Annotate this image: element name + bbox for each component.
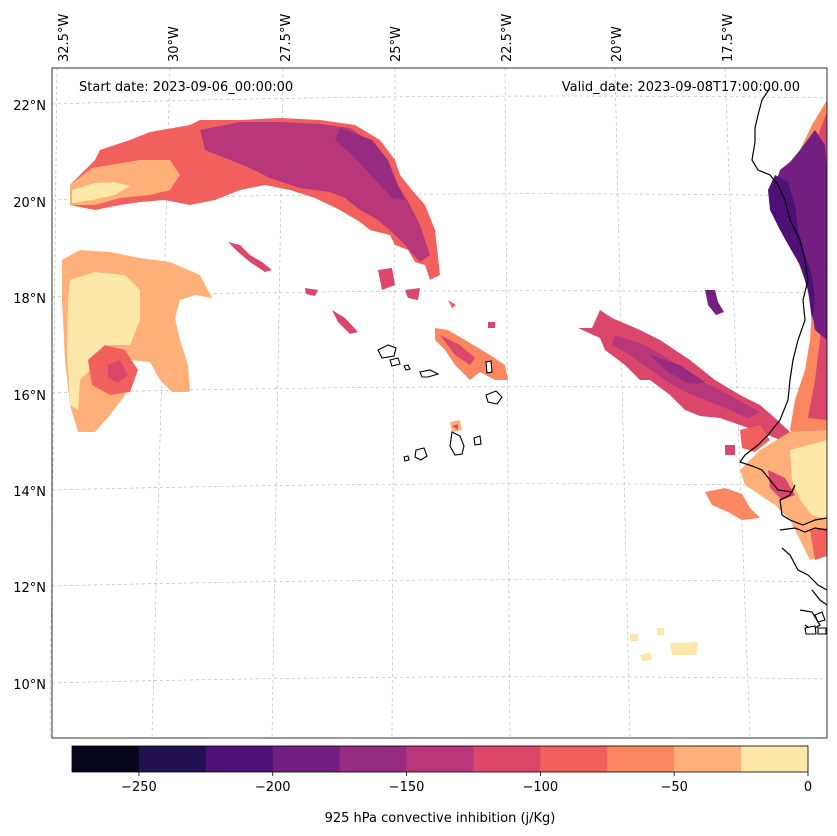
cin-region-west-core bbox=[108, 360, 128, 383]
island-boa-vista bbox=[485, 390, 503, 405]
cin-speck-south-b bbox=[657, 628, 664, 635]
colorbar-tick-label: −50 bbox=[660, 780, 687, 795]
cin-region-east-band-tail bbox=[740, 425, 770, 452]
cin-speck-a bbox=[228, 242, 272, 272]
colorbar-swatch bbox=[540, 746, 608, 772]
latitude-labels: 22°N 20°N 18°N 16°N 14°N 12°N 10°N bbox=[13, 99, 46, 693]
colorbar-frame bbox=[71, 745, 809, 773]
island-santo-antao bbox=[377, 344, 397, 359]
colorbar-swatch bbox=[72, 746, 140, 772]
island-sao-vicente bbox=[389, 357, 401, 367]
colorbar-swatch bbox=[607, 746, 675, 772]
cin-speck-f bbox=[448, 300, 456, 308]
lat-label-12n: 12°N bbox=[13, 581, 46, 596]
lat-label-20n: 20°N bbox=[13, 196, 46, 211]
island-sal bbox=[485, 360, 493, 374]
cin-speck-b bbox=[305, 288, 318, 296]
parallel-16n bbox=[51, 386, 828, 394]
lat-label-16n: 16°N bbox=[13, 389, 46, 404]
cin-speck-south-c bbox=[670, 642, 698, 655]
cin-speck-senegal2 bbox=[748, 428, 758, 436]
colorbar-tick-label: −150 bbox=[389, 780, 425, 795]
cin-speck-south-d bbox=[640, 652, 652, 661]
parallel-12n bbox=[51, 579, 828, 587]
cin-speck-c bbox=[332, 310, 358, 334]
meridian-22-5w bbox=[504, 67, 511, 739]
lat-label-18n: 18°N bbox=[13, 292, 46, 307]
coastlines bbox=[377, 87, 828, 635]
cin-field bbox=[62, 100, 827, 661]
colorbar-swatches bbox=[72, 746, 809, 772]
cin-region-coast-deep bbox=[768, 175, 815, 320]
colorbar-swatch bbox=[473, 746, 541, 772]
island-santiago bbox=[449, 431, 465, 456]
meridian-17-5w bbox=[724, 67, 751, 739]
start-date-label: Start date: 2023-09-06_00:00:00 bbox=[79, 80, 293, 95]
lon-label-22-5w: 22.5°W bbox=[500, 14, 515, 62]
island-santa-luzia bbox=[403, 364, 411, 371]
island-bissagos-2 bbox=[804, 625, 817, 635]
meridian-30w bbox=[151, 67, 171, 739]
colorbar-tick-label: −200 bbox=[255, 780, 291, 795]
cin-speck-cv2 bbox=[452, 424, 458, 430]
colorbar-tick-label: −250 bbox=[121, 780, 157, 795]
cin-speck-e bbox=[405, 288, 420, 300]
parallel-22n bbox=[51, 95, 828, 105]
map-frame bbox=[51, 67, 828, 739]
lon-label-32-5w: 32.5°W bbox=[57, 14, 72, 62]
colorbar-label: 925 hPa convective inhibition (j/Kg) bbox=[325, 811, 556, 826]
colorbar-ticks: −250 −200 −150 −100 −50 0 bbox=[121, 772, 812, 795]
lat-label-14n: 14°N bbox=[13, 485, 46, 500]
cin-region-north-edge bbox=[72, 182, 130, 203]
colorbar-swatch bbox=[205, 746, 274, 772]
lat-label-10n: 10°N bbox=[13, 678, 46, 693]
colorbar-swatch bbox=[741, 746, 809, 772]
parallel-14n bbox=[51, 483, 828, 491]
cin-region-senegal-red bbox=[768, 470, 795, 500]
lat-label-22n: 22°N bbox=[13, 99, 46, 114]
lon-label-30w: 30°W bbox=[167, 26, 182, 62]
island-brava bbox=[403, 455, 410, 462]
cin-speck-g bbox=[488, 322, 495, 328]
cin-region-central-core bbox=[440, 335, 475, 365]
island-bissagos-3 bbox=[817, 627, 827, 635]
island-sao-nicolau bbox=[419, 369, 440, 378]
island-maio bbox=[473, 435, 482, 446]
cin-region-senegal-south bbox=[810, 528, 827, 560]
colorbar-tick-label: −100 bbox=[523, 780, 559, 795]
island-fogo bbox=[414, 447, 428, 461]
colorbar-tick-label: 0 bbox=[804, 780, 812, 795]
colorbar: −250 −200 −150 −100 −50 0 925 hPa convective … bbox=[71, 745, 812, 826]
parallel-10n bbox=[51, 676, 828, 684]
meridian-20w bbox=[614, 67, 631, 739]
island-bissagos-1 bbox=[814, 611, 826, 623]
lon-label-20w: 20°W bbox=[610, 26, 625, 62]
cin-speck-senegal bbox=[725, 445, 735, 455]
colorbar-swatch bbox=[339, 746, 408, 772]
cin-region-senegal-spot bbox=[705, 488, 760, 520]
colorbar-swatch bbox=[272, 746, 341, 772]
valid-date-label: Valid_date: 2023-09-08T17:00:00.00 bbox=[562, 80, 800, 95]
meridian-25w bbox=[391, 67, 396, 739]
cin-speck-coast bbox=[705, 290, 724, 315]
meridian-32-5w bbox=[49, 67, 58, 739]
gambia-river bbox=[779, 527, 828, 533]
cin-speck-d bbox=[378, 268, 395, 290]
africa-coastline bbox=[739, 87, 828, 526]
cin-region-senegal-pale bbox=[790, 440, 827, 520]
cin-speck-south-a bbox=[630, 634, 638, 641]
colorbar-swatch bbox=[674, 746, 742, 772]
cin-region-west-inner bbox=[67, 272, 140, 410]
lon-label-27-5w: 27.5°W bbox=[279, 14, 294, 62]
colorbar-swatch bbox=[138, 746, 207, 772]
cin-region-east-band-deep bbox=[650, 355, 705, 384]
colorbar-swatch bbox=[406, 746, 474, 772]
longitude-labels: 32.5°W 30°W 27.5°W 25°W 22.5°W 20°W 17.5… bbox=[57, 14, 736, 62]
lon-label-17-5w: 17.5°W bbox=[721, 14, 736, 62]
meridian-27-5w bbox=[271, 67, 284, 739]
cin-region-north-deep bbox=[335, 128, 405, 200]
lon-label-25w: 25°W bbox=[389, 26, 404, 62]
